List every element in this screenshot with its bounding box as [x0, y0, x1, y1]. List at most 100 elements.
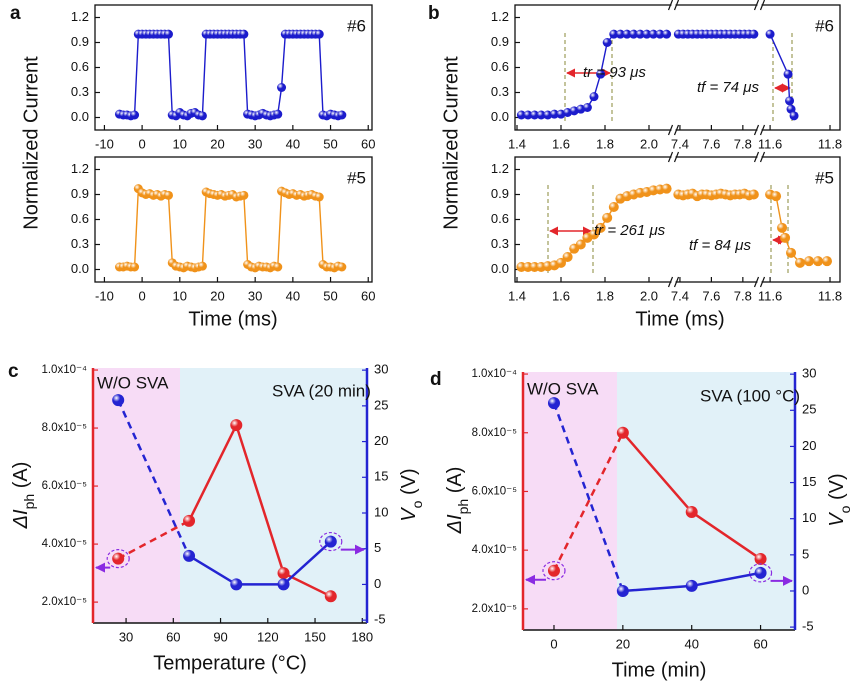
y-tick-label: 0.6	[491, 59, 509, 74]
x-tick-label: -10	[95, 288, 114, 303]
y-tick-label: 0.0	[491, 109, 509, 124]
x-tick-label: 30	[248, 288, 262, 303]
x-tick-label: 1.8	[596, 136, 614, 151]
y2-tick-label: 30	[374, 362, 388, 377]
x-tick-label: 90	[213, 629, 227, 644]
x-tick-label: 50	[323, 288, 337, 303]
data-point	[130, 110, 140, 120]
y2-axis-label: Vo (V)	[398, 468, 424, 521]
data-point	[273, 109, 283, 119]
y-tick-label: 2.0x10⁻⁵	[472, 603, 518, 615]
y-axis-label-part: ΔI	[10, 509, 32, 529]
y-tick-label: 4.0x10⁻⁵	[472, 544, 518, 556]
axis-break	[673, 0, 680, 11]
data-point	[780, 232, 791, 243]
highlight-circle	[748, 563, 773, 583]
data-point	[622, 29, 632, 39]
data-point	[783, 69, 793, 79]
y-axis-label: ΔIph (A)	[10, 462, 36, 530]
data-point	[609, 29, 619, 39]
panel-label: c	[8, 361, 19, 382]
y-tick-label: 0.3	[71, 236, 89, 251]
data-point	[661, 183, 672, 194]
data-point	[804, 256, 815, 267]
x-tick-label: 50	[323, 136, 337, 151]
x-tick-label: 120	[257, 629, 279, 644]
x-tick-label: 10	[173, 136, 187, 151]
annotation: SVA (100 °C)	[700, 386, 800, 405]
y-tick-label: 0.6	[491, 211, 509, 226]
axis-break-gap	[757, 280, 762, 284]
y2-axis-label-part: o	[837, 505, 850, 513]
region-shade	[93, 368, 180, 623]
axis-break	[673, 276, 680, 288]
data-point	[648, 29, 658, 39]
data-point	[230, 578, 243, 591]
y-tick-label: 0.3	[491, 236, 509, 251]
data-point	[536, 110, 546, 120]
axis-break-gap	[671, 128, 676, 132]
data-point	[771, 191, 782, 202]
data-point	[785, 96, 795, 106]
y-axis-label-part: ph	[455, 499, 471, 515]
x-tick-label: 60	[361, 136, 375, 151]
y-tick-label: 1.2	[71, 161, 89, 176]
data-point	[589, 92, 599, 102]
panel-label: d	[430, 369, 442, 390]
data-point	[795, 257, 806, 268]
data-point	[595, 222, 606, 233]
x-tick-label: 40	[684, 636, 698, 651]
y2-tick-label: 15	[802, 474, 816, 489]
data-point	[523, 110, 533, 120]
y-axis-label-part: ΔI	[444, 514, 466, 534]
data-point	[642, 29, 652, 39]
data-point	[239, 29, 249, 39]
y-axis-label: Normalized Current	[440, 56, 462, 230]
annotation: W/O SVA	[97, 373, 169, 392]
x-tick-label: 7.4	[671, 136, 689, 151]
x-tick-label: 40	[286, 288, 300, 303]
axis-break	[673, 124, 680, 136]
y2-tick-label: 30	[802, 366, 816, 381]
axis-break	[753, 0, 760, 11]
data-point	[197, 261, 207, 271]
annotation: SVA (20 min)	[272, 381, 371, 400]
x-axis-label: Time (min)	[612, 659, 707, 681]
x-tick-label: 180	[351, 629, 373, 644]
panel-label: a	[10, 3, 21, 24]
data-point	[685, 506, 698, 519]
data-point	[582, 103, 592, 112]
data-point	[822, 256, 833, 267]
x-tick-label: 60	[361, 288, 375, 303]
axis-break-gap	[757, 3, 762, 7]
axis-break	[673, 151, 680, 163]
data-point	[337, 110, 347, 120]
annotation: tf = 84 μs	[689, 237, 751, 254]
data-point	[562, 252, 573, 262]
sample-tag: #6	[815, 16, 834, 35]
highlight-circle	[319, 531, 343, 552]
y2-tick-label: -5	[374, 612, 386, 627]
x-tick-label: 1.6	[552, 136, 570, 151]
data-point	[813, 256, 824, 267]
y2-tick-label: 20	[802, 438, 816, 453]
sample-tag: #5	[347, 168, 366, 187]
x-tick-label: 60	[166, 629, 180, 644]
x-axis-label: Time (ms)	[635, 308, 724, 330]
region-shade	[617, 372, 795, 630]
series-line	[188, 540, 332, 586]
y-tick-label: 1.2	[491, 9, 509, 24]
data-point	[337, 262, 347, 272]
y2-axis-label: Vo (V)	[826, 473, 850, 526]
axis-break-gap	[671, 3, 676, 7]
x-tick-label: 0	[550, 636, 557, 651]
y-axis-label-part: ph	[21, 494, 37, 510]
y2-tick-label: 0	[802, 582, 809, 597]
data-point	[314, 192, 324, 202]
y-tick-label: 0.6	[71, 211, 89, 226]
region-shade	[523, 372, 617, 630]
axis-break	[759, 124, 766, 136]
y-tick-label: 6.0x10⁻⁵	[42, 480, 88, 492]
data-point	[786, 247, 797, 258]
